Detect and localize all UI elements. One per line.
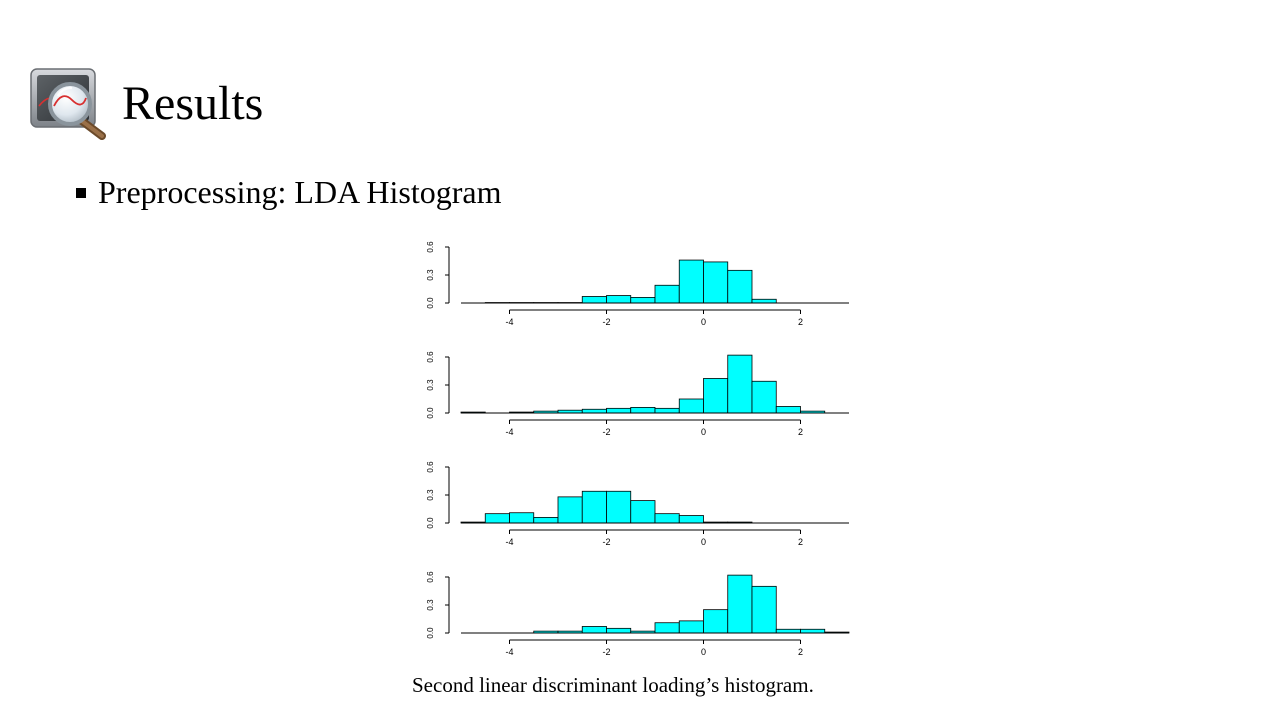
histogram-bar	[727, 574, 753, 634]
x-tick-label: -2	[602, 647, 610, 657]
histogram-bar	[654, 513, 680, 524]
y-tick-label: 0.6	[426, 461, 435, 473]
histogram-bar	[678, 398, 704, 414]
x-tick-label: -2	[602, 537, 610, 547]
square-bullet-icon	[76, 188, 86, 198]
bullet-item: Preprocessing: LDA Histogram	[76, 170, 502, 214]
histogram-bar	[606, 490, 632, 524]
x-tick-label: 2	[798, 427, 803, 437]
histogram-bar	[703, 378, 729, 414]
histogram-bar	[751, 585, 777, 634]
y-tick-label: 0.0	[426, 297, 435, 309]
histogram-bar	[581, 408, 607, 414]
histogram-bar	[678, 620, 704, 634]
histogram-bar	[581, 490, 607, 524]
y-tick-label: 0.0	[426, 407, 435, 419]
histogram-bar	[630, 297, 656, 304]
histogram-panel-1: -4 -2 0 2 0.0 0.3 0.6	[426, 241, 849, 327]
histogram-bar	[630, 406, 656, 414]
x-tick-label: 2	[798, 647, 803, 657]
histogram-bar	[703, 609, 729, 634]
page-title: Results	[122, 77, 264, 130]
histogram-bar	[727, 354, 753, 414]
x-tick-label: 0	[701, 427, 706, 437]
x-tick-label: -4	[505, 317, 513, 327]
x-tick-label: 2	[798, 537, 803, 547]
histogram-bar	[606, 407, 632, 414]
histogram-bar	[751, 298, 777, 304]
histogram-bar	[606, 627, 632, 634]
x-tick-label: 2	[798, 317, 803, 327]
x-tick-label: -4	[505, 647, 513, 657]
x-tick-label: 0	[701, 647, 706, 657]
histogram-bar	[775, 628, 801, 634]
y-tick-label: 0.3	[426, 269, 435, 281]
histogram-bar	[654, 622, 680, 634]
y-tick-label: 0.6	[426, 241, 435, 253]
figure-caption: Second linear discriminant loading’s his…	[412, 673, 814, 697]
y-tick-label: 0.3	[426, 379, 435, 391]
y-tick-label: 0.0	[426, 627, 435, 639]
histogram-bar	[533, 516, 559, 524]
histogram-bar	[630, 500, 656, 524]
histogram-bar	[800, 628, 826, 634]
histogram-svg: -4 -2 0 2 0.0 0.3 0.6 -4 -2 0 2 0.0 0.3 0.6 -4 -2 0 2 0.0 0…	[426, 241, 850, 657]
x-tick-label: 0	[701, 317, 706, 327]
x-tick-label: -4	[505, 537, 513, 547]
histogram-bar	[678, 515, 704, 524]
y-tick-label: 0.0	[426, 517, 435, 529]
histogram-panel-2: -4 -2 0 2 0.0 0.3 0.6	[426, 351, 849, 437]
histogram-bar	[727, 269, 753, 304]
histogram-bar	[484, 513, 510, 524]
x-tick-label: -2	[602, 317, 610, 327]
y-tick-label: 0.3	[426, 599, 435, 611]
histogram-bar	[678, 259, 704, 304]
y-tick-label: 0.6	[426, 571, 435, 583]
y-tick-label: 0.6	[426, 351, 435, 363]
bullet-text: Preprocessing: LDA Histogram	[98, 174, 502, 210]
histogram-bar	[751, 380, 777, 414]
y-tick-label: 0.3	[426, 489, 435, 501]
histogram-bar	[606, 295, 632, 304]
histogram-bar	[581, 296, 607, 304]
histogram-bar	[654, 407, 680, 414]
histogram-bar	[654, 284, 680, 304]
histogram-bar	[581, 626, 607, 634]
x-tick-label: 0	[701, 537, 706, 547]
histogram-bar	[557, 496, 583, 524]
histogram-bar	[775, 406, 801, 414]
histogram-bar	[703, 261, 729, 304]
lda-histogram-panels: -4 -2 0 2 0.0 0.3 0.6 -4 -2 0 2 0.0 0.3 0.6 -4 -2 0 2 0.0 0…	[400, 235, 870, 665]
x-tick-label: -2	[602, 427, 610, 437]
histogram-panel-4: -4 -2 0 2 0.0 0.3 0.6	[426, 571, 850, 657]
histogram-bar	[509, 512, 535, 524]
x-tick-label: -4	[505, 427, 513, 437]
magnifier-chart-icon	[28, 66, 114, 140]
histogram-panel-3: -4 -2 0 2 0.0 0.3 0.6	[426, 461, 849, 547]
